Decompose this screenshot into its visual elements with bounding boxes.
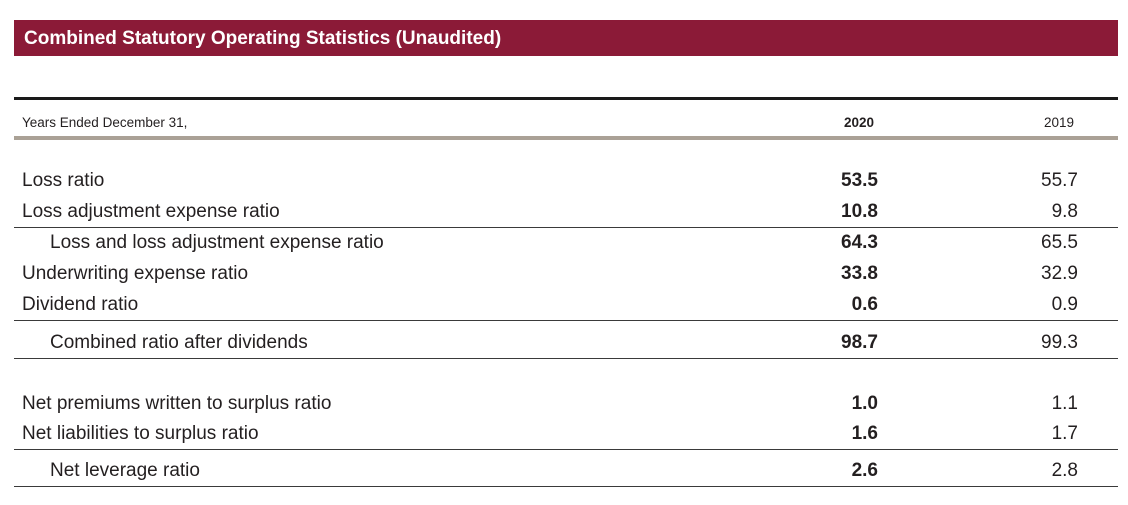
value-2019: 2.8 <box>1051 460 1078 481</box>
table-row-net-leverage-ratio: Net leverage ratio 2.6 2.8 <box>14 449 1118 487</box>
row-label: Loss adjustment expense ratio <box>22 201 280 222</box>
table-row-underwriting-expense-ratio: Underwriting expense ratio 33.8 32.9 <box>14 259 1118 289</box>
value-2020: 1.0 <box>851 393 878 414</box>
row-label: Net leverage ratio <box>50 460 200 481</box>
value-2020: 33.8 <box>841 263 878 284</box>
header-rule <box>14 136 1118 140</box>
table-row-net-liabilities-to-surplus: Net liabilities to surplus ratio 1.6 1.7 <box>14 419 1118 449</box>
table-row-lae-ratio: Loss adjustment expense ratio 10.8 9.8 <box>14 197 1118 227</box>
value-2020: 1.6 <box>851 423 878 444</box>
value-2019: 65.5 <box>1041 232 1078 253</box>
row-label: Loss and loss adjustment expense ratio <box>50 232 384 253</box>
row-label: Combined ratio after dividends <box>50 332 308 353</box>
value-2019: 1.1 <box>1051 393 1078 414</box>
bottom-rule <box>14 486 1118 487</box>
header-year-2019: 2019 <box>1043 115 1074 130</box>
value-2019: 0.9 <box>1051 294 1078 315</box>
page-title: Combined Statutory Operating Statistics … <box>24 28 502 49</box>
top-rule <box>14 97 1118 100</box>
value-2019: 1.7 <box>1051 423 1078 444</box>
value-2020: 53.5 <box>841 170 878 191</box>
value-2019: 32.9 <box>1041 263 1078 284</box>
table-row-dividend-ratio: Dividend ratio 0.6 0.9 <box>14 290 1118 320</box>
value-2019: 9.8 <box>1051 201 1078 222</box>
row-label: Net premiums written to surplus ratio <box>22 393 332 414</box>
row-label: Dividend ratio <box>22 294 139 315</box>
row-label: Loss ratio <box>22 170 105 191</box>
row-label: Underwriting expense ratio <box>22 263 249 284</box>
value-2019: 55.7 <box>1041 170 1078 191</box>
value-2020: 64.3 <box>841 232 878 253</box>
table-row-loss-ratio: Loss ratio 53.5 55.7 <box>14 166 1118 196</box>
table-row-combined-ratio: Combined ratio after dividends 98.7 99.3 <box>14 320 1118 359</box>
table-row-npw-to-surplus: Net premiums written to surplus ratio 1.… <box>14 389 1118 419</box>
title-bar: Combined Statutory Operating Statistics … <box>14 20 1118 56</box>
row-label: Net liabilities to surplus ratio <box>22 423 259 444</box>
value-2020: 2.6 <box>851 460 878 481</box>
value-2020: 0.6 <box>851 294 878 315</box>
value-2019: 99.3 <box>1041 332 1078 353</box>
value-2020: 10.8 <box>841 201 878 222</box>
value-2020: 98.7 <box>841 332 878 353</box>
table-row-loss-and-lae-ratio: Loss and loss adjustment expense ratio 6… <box>14 227 1118 258</box>
header-year-2020: 2020 <box>843 115 874 130</box>
divider <box>14 358 1118 359</box>
header-label: Years Ended December 31, <box>22 115 188 130</box>
